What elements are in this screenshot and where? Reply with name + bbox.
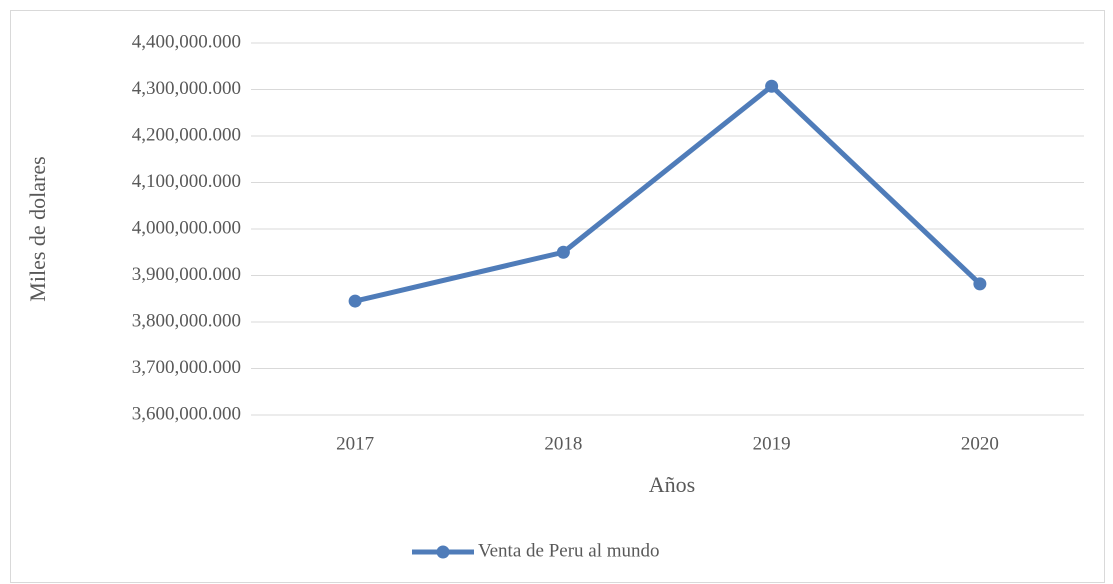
data-point — [973, 277, 987, 291]
x-tick-label: 2018 — [544, 433, 582, 454]
chart-border — [10, 10, 1105, 583]
legend-marker — [436, 545, 450, 559]
x-tick-label: 2020 — [961, 433, 999, 454]
x-tick-label: 2019 — [753, 433, 791, 454]
y-tick-label: 3,800,000.000 — [132, 310, 241, 331]
series-line — [354, 83, 982, 304]
y-tick-label: 4,400,000.000 — [132, 31, 241, 52]
data-point — [348, 294, 362, 308]
y-tick-label: 4,300,000.000 — [132, 78, 241, 99]
y-axis-title: Miles de dolares — [25, 156, 50, 301]
x-axis-title: Años — [649, 472, 695, 497]
y-tick-label: 3,900,000.000 — [132, 264, 241, 285]
y-tick-label: 3,700,000.000 — [132, 357, 241, 378]
y-tick-label: 4,000,000.000 — [132, 217, 241, 238]
y-tick-label: 3,600,000.000 — [132, 403, 241, 424]
data-point — [556, 245, 570, 259]
data-point — [765, 79, 779, 93]
legend-label: Venta de Peru al mundo — [478, 540, 660, 561]
x-tick-label: 2017 — [336, 433, 374, 454]
y-tick-label: 4,100,000.000 — [132, 171, 241, 192]
y-tick-label: 4,200,000.000 — [132, 124, 241, 145]
